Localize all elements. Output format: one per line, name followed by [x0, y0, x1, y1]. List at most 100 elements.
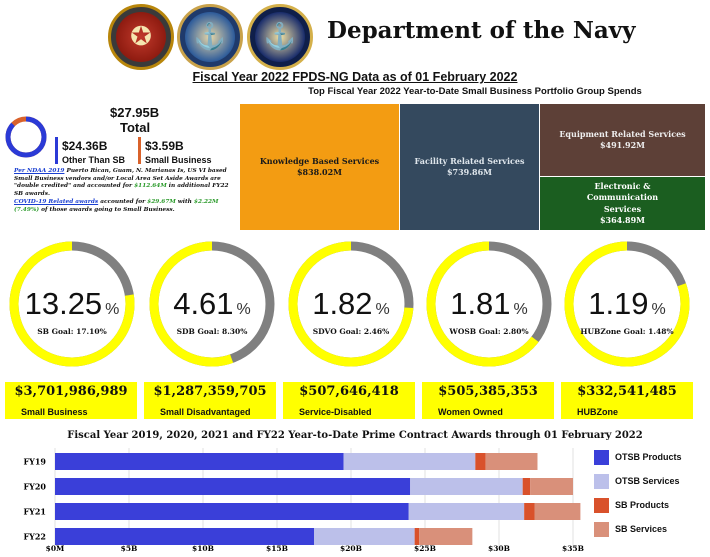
amount-value: $505,385,353: [438, 384, 538, 399]
tile-value: $739.86M: [446, 167, 493, 177]
ring-graphic: [9, 241, 135, 367]
ring-progress: [288, 241, 414, 367]
tile-name: Equipment Related Services: [559, 128, 686, 139]
ndaa-note-tail: in additional FY22 SB awards.: [14, 183, 229, 197]
x-tick-label: $25B: [414, 544, 436, 553]
goal-label: SDVO Goal: 2.46%: [312, 327, 390, 336]
page-title: Department of the Navy: [327, 17, 636, 44]
bar-segment: [55, 503, 409, 520]
ndaa-link[interactable]: Per NDAA 2019: [14, 168, 65, 174]
bar-segment: [408, 503, 525, 520]
amount-box-small-business: $3,701,986,989 Small Business: [5, 382, 137, 419]
bar-segment: [524, 503, 535, 520]
goal-value: 1.19%: [563, 286, 691, 322]
goal-label: SDB Goal: 8.30%: [176, 327, 248, 336]
legend-otsb-services: OTSB Services: [594, 472, 680, 490]
legend-label: SB Services: [615, 524, 668, 534]
goal-number: 4.61: [173, 286, 234, 321]
percent-sign: %: [513, 301, 528, 318]
otsb-share-arc: [5, 116, 47, 158]
x-tick-label: $20B: [340, 544, 362, 553]
ring-graphic: [288, 241, 414, 367]
amount-value: $1,287,359,705: [153, 384, 267, 399]
ndaa-note-text: Puerto Rican, Guam, N. Marianas Is, US V…: [14, 168, 227, 190]
bar-segment: [522, 478, 531, 495]
covid-note: COVID-19 Related awards accounted for $2…: [14, 199, 236, 214]
tile-name: Electronic & Communication Services: [586, 181, 659, 214]
percent-sign: %: [375, 301, 390, 318]
amount-value: $332,541,485: [577, 384, 677, 399]
page-subtitle: Fiscal Year 2022 FPDS-NG Data as of 01 F…: [192, 70, 518, 84]
x-tick-label: $30B: [488, 544, 510, 553]
goal-ring-hubzone: 1.19% HUBZone Goal: 1.48%: [563, 240, 691, 368]
total-label: Total: [120, 120, 151, 135]
amount-box-women-owned: $505,385,353 Women Owned: [422, 382, 554, 419]
ring-progress: [9, 241, 135, 367]
amount-box-service-disabled: $507,646,418 Service-Disabled: [283, 382, 415, 419]
covid-note-mid: with: [175, 199, 194, 205]
covid-link[interactable]: COVID-19 Related awards: [14, 199, 99, 205]
bar-segment: [55, 453, 344, 470]
tile-electronic-communication-services[interactable]: Electronic & Communication Services $364…: [540, 177, 705, 230]
amount-label: Small Business: [21, 407, 88, 417]
amount-box-hubzone: $332,541,485 HUBZone: [561, 382, 693, 419]
tile-facility-related-services[interactable]: Facility Related Services $739.86M: [400, 104, 539, 230]
tile-value: $491.92M: [599, 140, 646, 150]
bar-segment: [419, 528, 473, 545]
ring-progress: [426, 241, 552, 367]
goal-value: 1.81%: [425, 286, 553, 322]
goal-value: 13.25%: [8, 286, 136, 322]
ring-graphic: [149, 241, 275, 367]
ship-icon: ⚓: [193, 22, 227, 52]
goal-number: 1.81: [450, 286, 511, 321]
bar-segment: [475, 453, 486, 470]
amount-label: Service-Disabled: [299, 407, 372, 417]
prime-contract-awards-chart: $0M $5B $10B $15B $20B $25B $30B $35B FY19 FY20 FY…: [23, 448, 584, 553]
covid-note-text: accounted for: [98, 199, 148, 205]
ring-progress: [149, 241, 275, 367]
total-amount: $27.95B: [110, 105, 160, 120]
percent-sign: %: [236, 301, 251, 318]
bar-segment: [314, 528, 415, 545]
amount-value: $507,646,418: [299, 384, 399, 399]
navy-seal: ⚓: [177, 4, 243, 70]
goal-label: HUBZone Goal: 1.48%: [580, 327, 674, 336]
covid-note-tail: of those awards going to Small Business.: [39, 206, 175, 213]
tile-knowledge-based-services[interactable]: Knowledge Based Services $838.02M: [240, 104, 399, 230]
otsb-label: Other Than SB: [62, 155, 126, 165]
percent-sign: %: [651, 301, 666, 318]
amount-value: $3,701,986,989: [14, 384, 128, 399]
legend-label: OTSB Services: [615, 476, 680, 486]
otsb-amount: $24.36B: [62, 139, 108, 153]
total-donut-chart: [5, 116, 47, 158]
ring-graphic: [426, 241, 552, 367]
goal-ring-sdvo: 1.82% SDVO Goal: 2.46%: [287, 240, 415, 368]
ring-progress: [564, 241, 690, 367]
goal-value: 1.82%: [287, 286, 415, 322]
ndaa-note: Per NDAA 2019 Puerto Rican, Guam, N. Mar…: [14, 168, 236, 198]
bar-segment: [414, 528, 420, 545]
covid-note-sb-amount: $2.22M (7.49%): [14, 199, 219, 213]
goal-ring-wosb: 1.81% WOSB Goal: 2.80%: [425, 240, 553, 368]
otsb-marker: [55, 137, 58, 164]
bar-segment: [55, 478, 411, 495]
percent-sign: %: [105, 301, 120, 318]
legend-otsb-products: OTSB Products: [594, 448, 682, 466]
bar-segment: [530, 478, 573, 495]
goal-ring-sb: 13.25% SB Goal: 17.10%: [8, 240, 136, 368]
tile-value: $364.89M: [599, 214, 646, 225]
amount-label: Women Owned: [438, 407, 503, 417]
tile-equipment-related-services[interactable]: Equipment Related Services $491.92M: [540, 104, 705, 176]
x-tick-label: $5B: [121, 544, 138, 553]
goal-ring-sdb: 4.61% SDB Goal: 8.30%: [148, 240, 276, 368]
legend-label: OTSB Products: [615, 452, 682, 462]
bar-segment: [55, 528, 314, 545]
legend-sb-services: SB Services: [594, 520, 667, 538]
x-tick-label: $15B: [266, 544, 288, 553]
bar-segment: [485, 453, 538, 470]
bar-segment: [534, 503, 581, 520]
department-of-navy-seal: ⚓: [247, 4, 313, 70]
ring-graphic: [564, 241, 690, 367]
eagle-globe-anchor-icon: ✪: [130, 22, 152, 52]
ndaa-note-amount: $112.64M: [134, 183, 167, 190]
